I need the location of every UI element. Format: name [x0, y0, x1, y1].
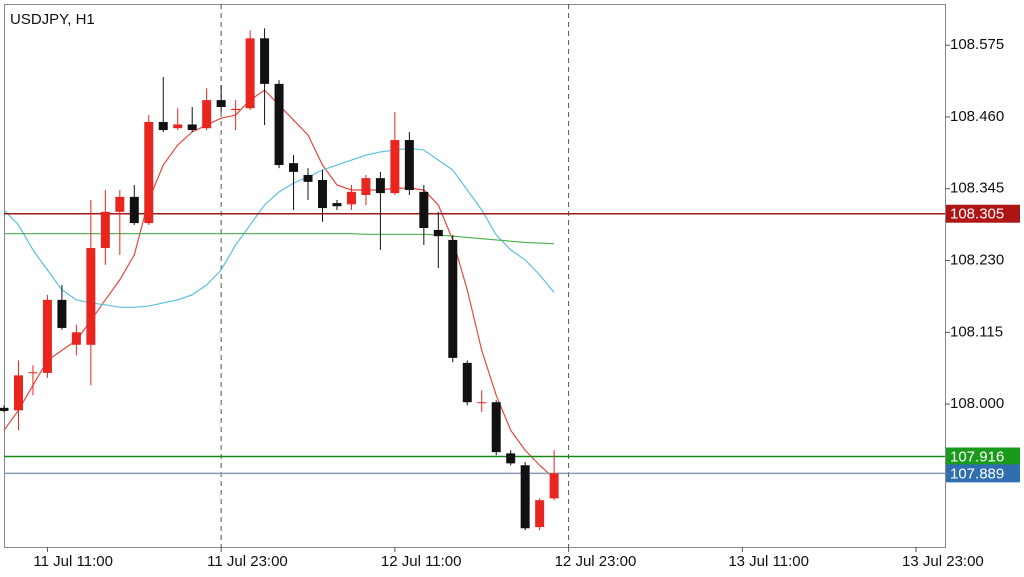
candle-body — [57, 299, 67, 328]
moving-average — [4, 233, 555, 245]
candle-body — [28, 372, 38, 374]
price-level-tag — [946, 464, 1020, 483]
candle-body — [231, 108, 241, 111]
candle-body — [158, 121, 168, 131]
candle-body — [419, 191, 429, 229]
y-tick-label: 108.000 — [950, 395, 1004, 412]
price-level-tag — [946, 447, 1020, 466]
y-tick-label: 108.575 — [950, 36, 1004, 53]
candle-body — [317, 180, 327, 209]
candle-body — [346, 191, 356, 205]
y-tick-label: 108.460 — [950, 108, 1004, 125]
candle-body — [144, 121, 154, 224]
candle-body — [404, 140, 414, 190]
candle-body — [303, 175, 313, 182]
candle-body — [13, 375, 23, 411]
price-level-label: 107.889 — [950, 465, 1004, 482]
candle-body — [535, 500, 545, 528]
candle-body — [448, 239, 458, 358]
candle-body — [245, 38, 255, 109]
candle-body — [491, 402, 501, 453]
x-tick-label: 13 Jul 11:00 — [728, 553, 809, 570]
candle-body — [71, 332, 81, 345]
candle-body — [216, 100, 226, 107]
x-tick-label: 11 Jul 11:00 — [33, 553, 113, 570]
candle-body — [506, 453, 516, 464]
candle-body — [0, 407, 9, 411]
candle-body — [202, 100, 212, 129]
candle-body — [115, 196, 125, 212]
x-tick-label: 12 Jul 11:00 — [381, 553, 462, 570]
candle-body — [361, 178, 371, 195]
candle-body — [274, 83, 284, 166]
price-level-label: 108.305 — [950, 206, 1004, 223]
candle-body — [332, 203, 342, 207]
candle-body — [390, 140, 400, 194]
candle-body — [477, 402, 487, 404]
candle-body — [129, 196, 139, 224]
moving-average — [3, 147, 555, 308]
candle-body — [187, 124, 197, 131]
candle-body — [520, 465, 530, 529]
x-tick-label: 11 Jul 23:00 — [207, 553, 288, 570]
candle-body — [42, 299, 52, 373]
candle-body — [462, 362, 472, 403]
candle-body — [549, 473, 559, 499]
candle-body — [260, 38, 270, 84]
price-level-label: 107.916 — [950, 448, 1004, 465]
candle-body — [433, 229, 443, 237]
y-tick-label: 108.345 — [950, 180, 1004, 197]
candle-body — [100, 211, 110, 249]
candle-body — [86, 248, 96, 345]
chart-title: USDJPY, H1 — [10, 11, 95, 28]
price-level-tag — [946, 204, 1020, 223]
x-tick-label: 13 Jul 23:00 — [902, 553, 984, 570]
x-tick-label: 12 Jul 23:00 — [555, 553, 637, 570]
plot-frame — [4, 4, 946, 548]
candle-body — [173, 124, 183, 129]
y-tick-label: 108.230 — [950, 251, 1004, 268]
y-tick-label: 108.115 — [950, 323, 1003, 340]
candle-body — [289, 163, 299, 172]
candle-body — [375, 178, 385, 194]
